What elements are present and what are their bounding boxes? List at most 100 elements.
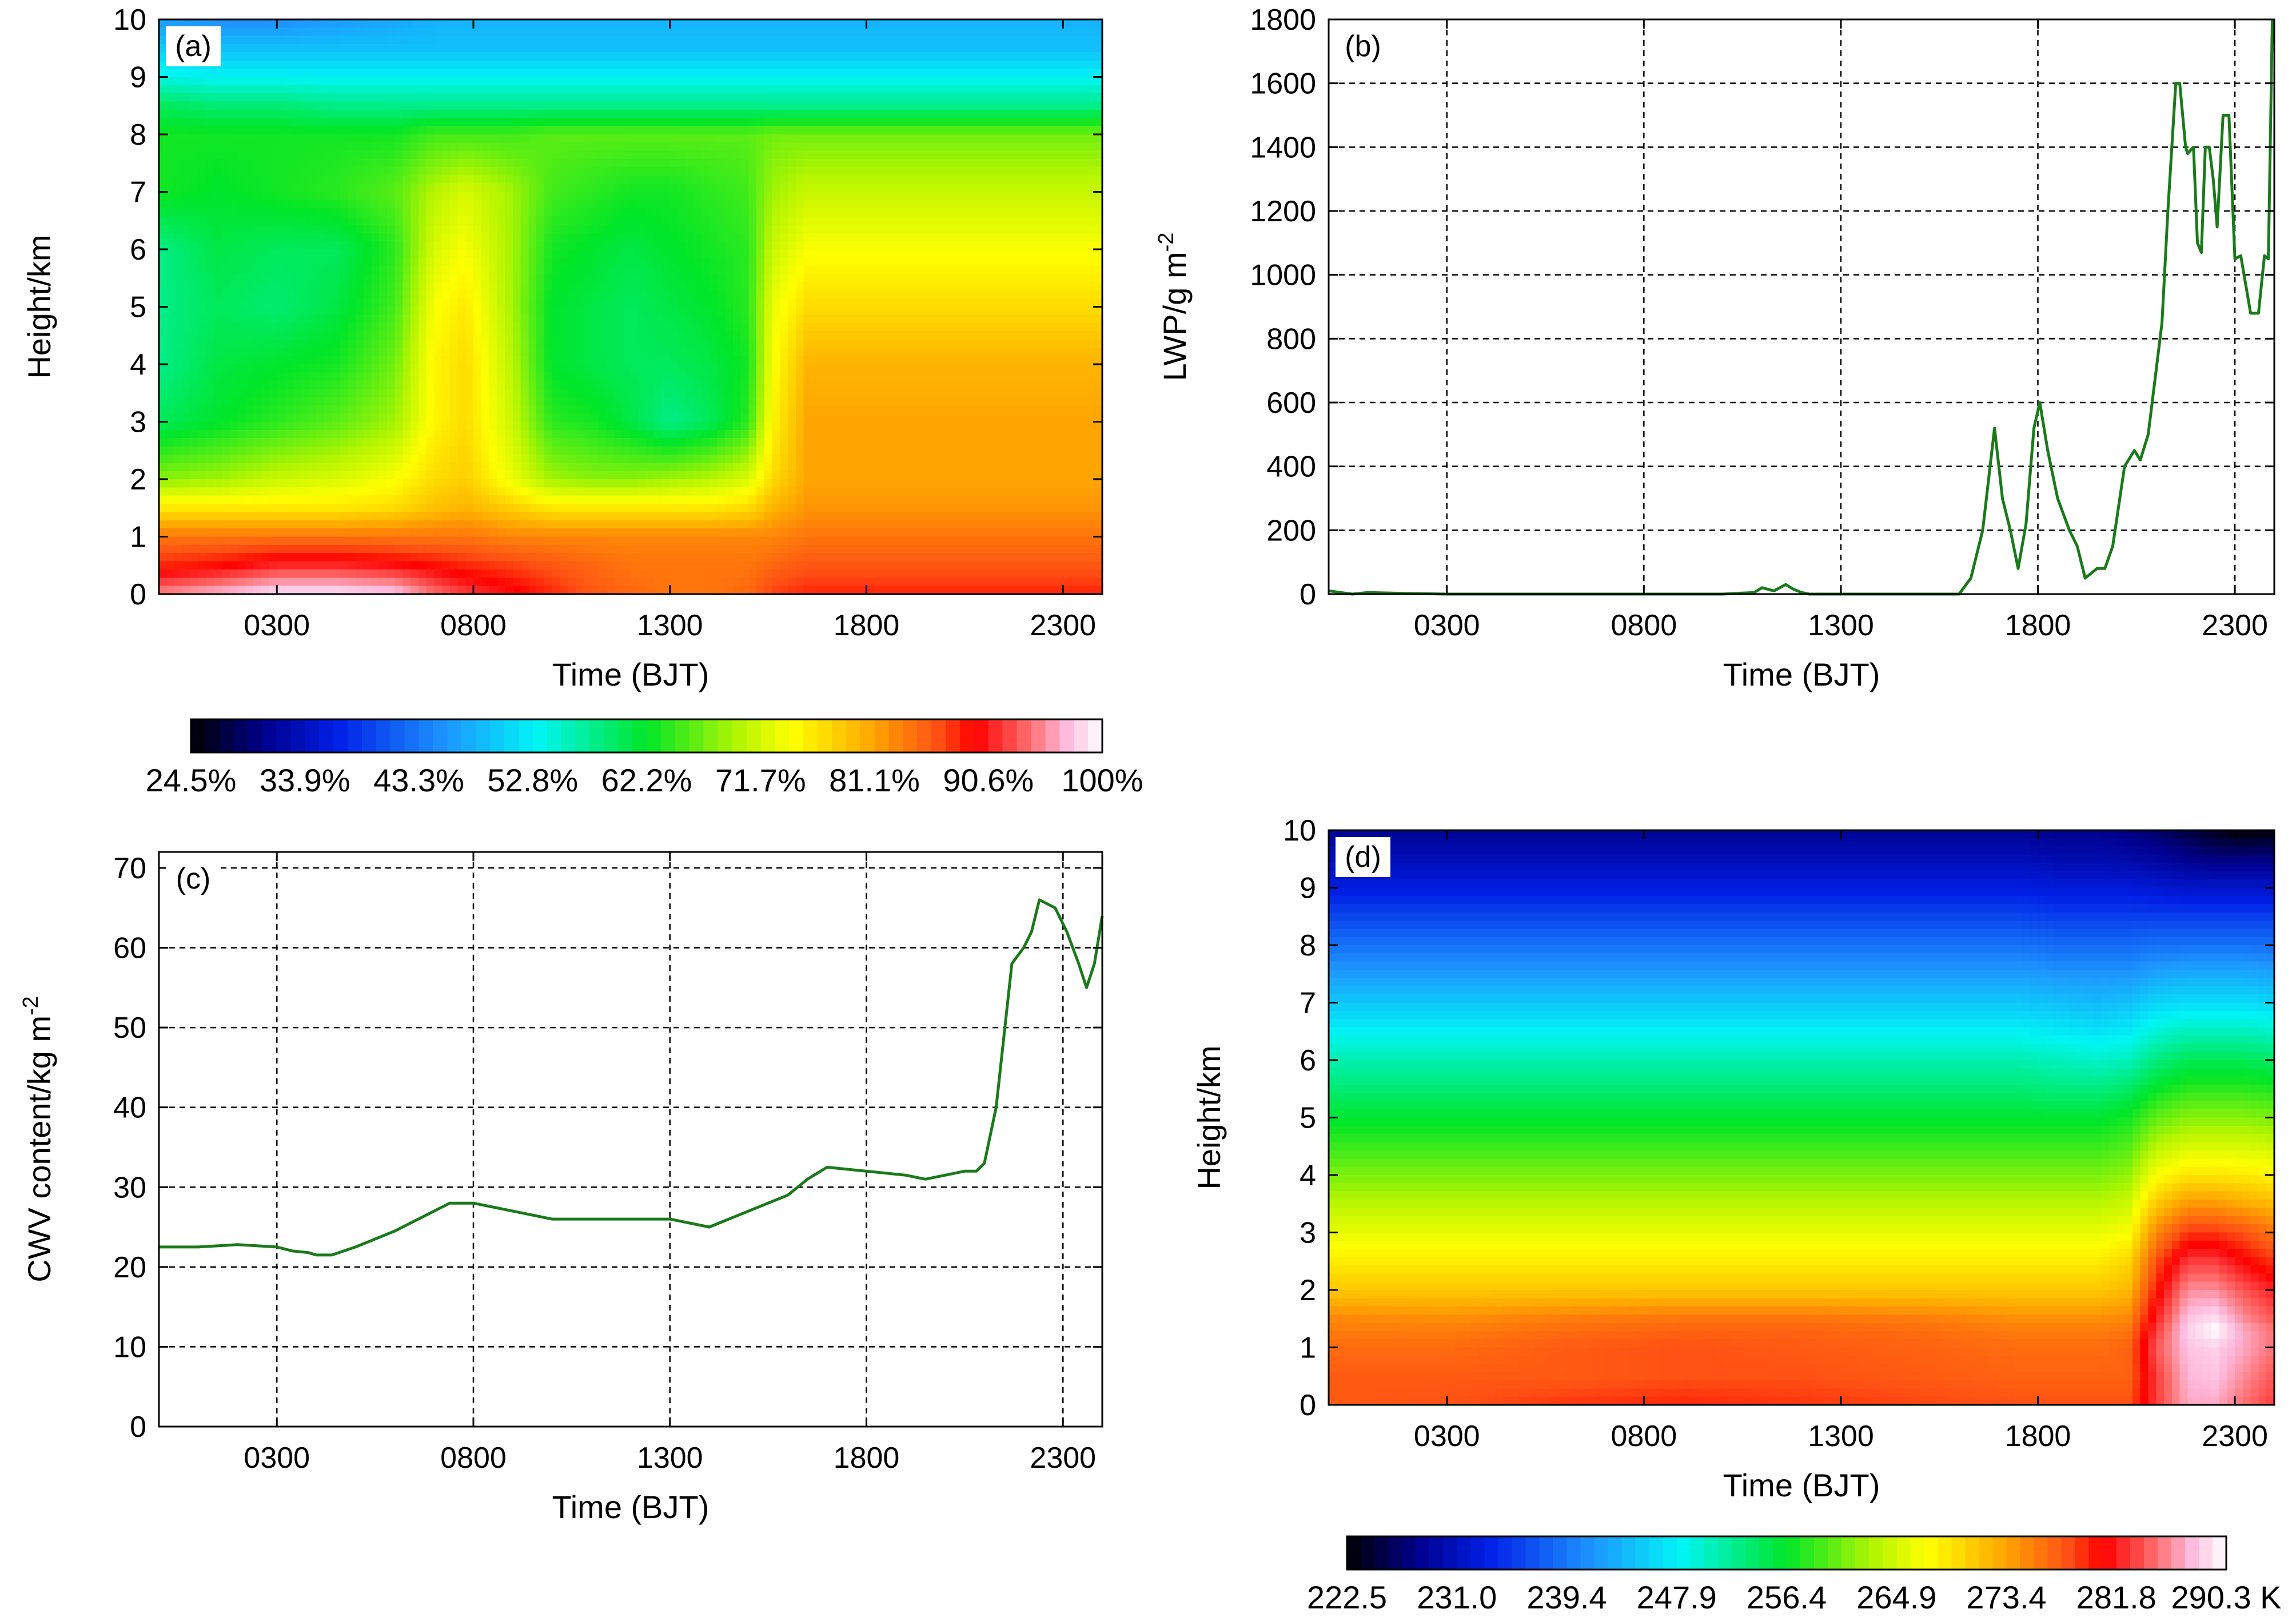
heatmap-cell: [481, 44, 490, 53]
heatmap-cell: [552, 339, 561, 349]
heatmap-cell: [929, 306, 938, 316]
heatmap-cell: [159, 60, 168, 69]
heatmap-cell: [898, 134, 907, 144]
heatmap-cell: [835, 150, 844, 160]
heatmap-cell: [1008, 184, 1017, 193]
heatmap-cell: [198, 150, 207, 160]
heatmap-cell: [1063, 192, 1071, 201]
heatmap-cell: [851, 60, 859, 69]
heatmap-cell: [166, 134, 176, 144]
heatmap-cell: [709, 265, 718, 274]
heatmap-cell: [394, 27, 404, 37]
heatmap-cell: [890, 241, 899, 250]
heatmap-cell: [992, 339, 1001, 349]
heatmap-cell: [520, 150, 529, 160]
heatmap-cell: [677, 60, 687, 69]
heatmap-cell: [882, 126, 891, 135]
heatmap-cell: [285, 150, 293, 160]
heatmap-cell: [166, 257, 176, 266]
heatmap-cell: [1039, 101, 1048, 110]
heatmap-cell: [520, 109, 529, 119]
heatmap-cell: [355, 167, 364, 176]
heatmap-cell: [449, 265, 459, 274]
heatmap-cell: [489, 77, 498, 86]
heatmap-cell: [552, 69, 561, 78]
heatmap-cell: [229, 192, 238, 201]
heatmap-cell: [206, 101, 215, 110]
heatmap-cell: [764, 314, 773, 324]
heatmap-cell: [685, 184, 694, 193]
heatmap-cell: [843, 282, 851, 291]
heatmap-cell: [434, 224, 443, 234]
heatmap-cell: [190, 101, 199, 110]
heatmap-cell: [536, 60, 545, 69]
heatmap-cell: [583, 85, 592, 94]
heatmap-cell: [457, 60, 467, 69]
heatmap-cell: [921, 126, 930, 135]
heatmap-cell: [1023, 216, 1033, 225]
heatmap-cell: [756, 134, 765, 144]
heatmap-cell: [560, 241, 568, 250]
heatmap-cell: [505, 167, 513, 176]
heatmap-cell: [1063, 265, 1071, 274]
heatmap-cell: [434, 93, 443, 102]
heatmap-cell: [882, 331, 891, 340]
heatmap-cell: [332, 282, 341, 291]
heatmap-cell: [835, 167, 844, 176]
heatmap-cell: [355, 60, 364, 69]
heatmap-cell: [332, 306, 341, 316]
heatmap-cell: [198, 323, 207, 332]
heatmap-cell: [386, 282, 396, 291]
heatmap-cell: [827, 233, 836, 242]
heatmap-cell: [858, 331, 867, 340]
heatmap-cell: [222, 339, 230, 349]
heatmap-cell: [292, 192, 301, 201]
heatmap-cell: [229, 216, 238, 225]
heatmap-cell: [552, 356, 561, 365]
heatmap-cell: [835, 192, 844, 201]
heatmap-cell: [1071, 274, 1079, 283]
heatmap-cell: [780, 159, 788, 168]
heatmap-cell: [261, 208, 270, 217]
heatmap-cell: [835, 306, 844, 316]
heatmap-cell: [906, 339, 914, 349]
heatmap-cell: [1031, 274, 1040, 283]
heatmap-cell: [921, 200, 930, 209]
heatmap-cell: [851, 249, 859, 258]
heatmap-cell: [976, 323, 985, 332]
heatmap-cell: [222, 241, 230, 250]
heatmap-cell: [229, 175, 238, 184]
heatmap-cell: [1086, 77, 1095, 86]
heatmap-cell: [575, 77, 584, 86]
heatmap-cell: [984, 274, 993, 283]
heatmap-cell: [843, 298, 851, 308]
heatmap-cell: [638, 290, 647, 299]
heatmap-cell: [968, 290, 977, 299]
heatmap-cell: [1000, 101, 1009, 110]
heatmap-cell: [623, 175, 631, 184]
heatmap-cell: [575, 323, 584, 332]
heatmap-cell: [316, 216, 325, 225]
heatmap-cell: [780, 44, 788, 53]
heatmap-cell: [968, 233, 977, 242]
heatmap-cell: [725, 233, 734, 242]
heatmap-cell: [198, 175, 207, 184]
heatmap-cell: [528, 159, 537, 168]
heatmap-cell: [1071, 60, 1079, 69]
heatmap-cell: [717, 184, 726, 193]
heatmap-cell: [402, 184, 411, 193]
heatmap-cell: [740, 323, 750, 332]
heatmap-cell: [489, 290, 498, 299]
heatmap-cell: [473, 323, 482, 332]
heatmap-cell: [505, 77, 513, 86]
heatmap-cell: [890, 314, 899, 324]
heatmap-cell: [780, 35, 788, 45]
heatmap-cell: [277, 150, 285, 160]
heatmap-cell: [677, 339, 687, 349]
heatmap-cell: [654, 19, 663, 29]
heatmap-cell: [245, 101, 254, 110]
heatmap-cell: [685, 93, 694, 102]
heatmap-cell: [740, 314, 750, 324]
heatmap-cell: [756, 314, 765, 324]
heatmap-cell: [481, 192, 490, 201]
